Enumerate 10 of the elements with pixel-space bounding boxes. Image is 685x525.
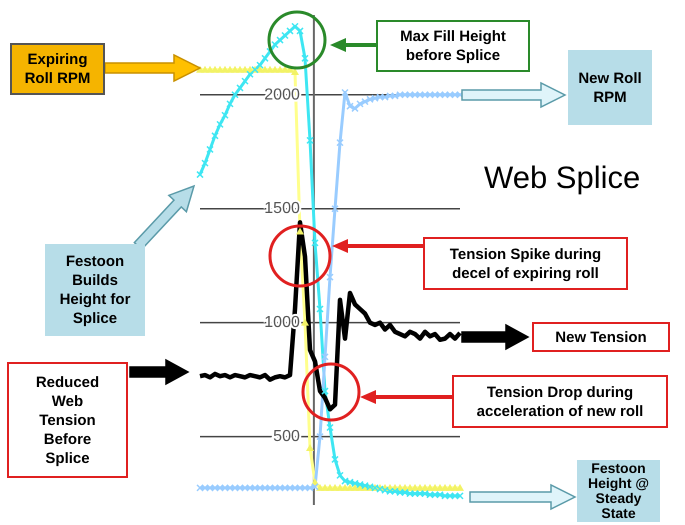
text: Expiring Roll RPM	[10, 43, 105, 95]
text: New Tension	[532, 322, 670, 352]
text: Tension Drop during acceleration of new roll	[452, 375, 668, 428]
text: Reduced Web Tension Before Splice	[7, 362, 128, 478]
text: Web Splice	[484, 160, 640, 196]
text: Festoon Height @ Steady State	[577, 460, 660, 522]
text: New Roll RPM	[568, 50, 652, 125]
text: Festoon Builds Height for Splice	[45, 244, 145, 336]
annotation: Max Fill Height before Splice	[376, 20, 530, 72]
annotation: Tension Spike during decel of expiring roll	[423, 237, 628, 290]
